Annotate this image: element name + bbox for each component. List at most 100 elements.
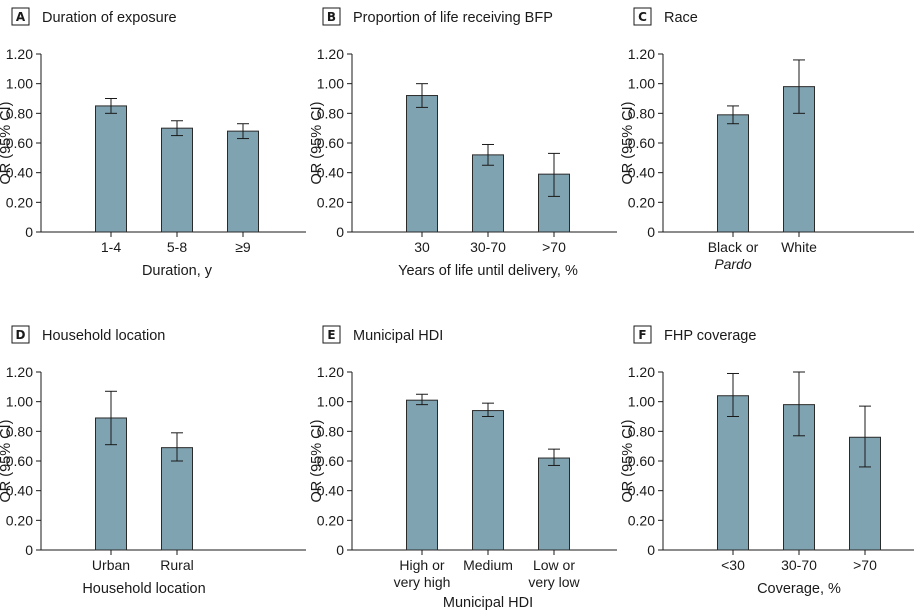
y-tick-label: 1.20	[628, 46, 655, 62]
bar	[472, 154, 504, 233]
y-tick-label: 0	[25, 542, 33, 558]
bar	[161, 447, 193, 551]
bar	[161, 127, 193, 233]
x-axis-label: Coverage, %	[757, 581, 841, 597]
y-axis-label: OR (95% CI)	[0, 102, 14, 185]
panel-letter: E	[327, 328, 335, 342]
y-tick-label: 1.20	[317, 364, 344, 380]
panel-letter-box	[322, 325, 341, 344]
y-tick-label: 0.60	[317, 135, 344, 151]
y-axis-label: OR (95% CI)	[309, 102, 325, 185]
y-tick-label: 0.40	[6, 483, 33, 499]
y-tick-label: 0.80	[6, 105, 33, 121]
x-axis-label: Municipal HDI	[443, 595, 533, 611]
y-tick-label: 0.80	[317, 105, 344, 121]
x-tick-label: very low	[528, 574, 580, 590]
y-tick-label: 0.20	[6, 194, 33, 210]
panel-letter-box	[322, 7, 341, 26]
panel-e: E Municipal HDI 0 0.20 0.40 0.60 0.80 1.00 1.20 O…	[309, 325, 617, 611]
x-tick-label: White	[781, 239, 817, 255]
y-tick-label: 1.00	[317, 394, 344, 410]
x-tick-label: Low or	[533, 557, 575, 573]
y-tick-label: 0.20	[628, 512, 655, 528]
y-tick-label: 0.60	[6, 135, 33, 151]
bar	[717, 395, 749, 551]
panel-title: Municipal HDI	[353, 328, 443, 344]
x-tick-label: 30-70	[470, 239, 506, 255]
y-tick-label: 1.20	[6, 364, 33, 380]
bar	[406, 95, 438, 233]
x-tick-label: Pardo	[714, 256, 752, 272]
y-tick-label: 0	[336, 224, 344, 240]
y-tick-label: 0.40	[317, 165, 344, 181]
panel-title: Duration of exposure	[42, 10, 177, 26]
panel-c: C Race 0 0.20 0.40 0.60 0.80 1.00 1.20 OR (95% CI…	[620, 7, 914, 272]
y-tick-label: 0.80	[317, 423, 344, 439]
panel-title: FHP coverage	[664, 328, 756, 344]
x-tick-label: >70	[542, 239, 566, 255]
x-tick-label: 30-70	[781, 557, 817, 573]
y-tick-label: 1.00	[6, 76, 33, 92]
y-tick-label: 0.80	[628, 105, 655, 121]
y-axis-label: OR (95% CI)	[620, 420, 636, 503]
panel-letter: D	[16, 328, 26, 342]
x-tick-label: 1-4	[101, 239, 121, 255]
panel-letter: C	[638, 10, 647, 24]
x-tick-label: ≥9	[235, 239, 251, 255]
y-tick-label: 0	[336, 542, 344, 558]
x-tick-label: very high	[394, 574, 451, 590]
bar	[538, 457, 570, 551]
panel-title: Race	[664, 10, 698, 26]
x-tick-label: 5-8	[167, 239, 187, 255]
x-tick-label: Rural	[160, 557, 193, 573]
panel-letter-box	[11, 7, 30, 26]
y-tick-label: 0.40	[628, 165, 655, 181]
panel-b: B Proportion of life receiving BFP 0 0.20 0.…	[309, 7, 617, 279]
y-tick-label: 1.20	[628, 364, 655, 380]
bar	[717, 114, 749, 233]
bar	[406, 399, 438, 551]
y-tick-label: 0.20	[6, 512, 33, 528]
y-tick-label: 0.20	[317, 194, 344, 210]
y-tick-label: 0.40	[317, 483, 344, 499]
y-tick-label: 1.20	[317, 46, 344, 62]
y-axis-label: OR (95% CI)	[620, 102, 636, 185]
y-tick-label: 0.80	[628, 423, 655, 439]
panel-title: Proportion of life receiving BFP	[353, 10, 553, 26]
bar	[472, 410, 504, 551]
panel-letter-box	[633, 325, 652, 344]
y-tick-label: 0	[647, 224, 655, 240]
x-tick-label: 30	[414, 239, 430, 255]
y-axis-label: OR (95% CI)	[0, 420, 14, 503]
y-tick-label: 0.20	[628, 194, 655, 210]
panel-f: F FHP coverage 0 0.20 0.40 0.60 0.80 1.00 1.20 OR…	[620, 325, 914, 597]
x-axis-label: Years of life until delivery, %	[398, 263, 578, 279]
x-tick-label: High or	[399, 557, 444, 573]
x-tick-label: <30	[721, 557, 745, 573]
y-tick-label: 0.40	[628, 483, 655, 499]
y-tick-label: 0	[25, 224, 33, 240]
panel-letter: A	[16, 10, 26, 24]
panel-letter: F	[638, 328, 646, 342]
y-tick-label: 0.80	[6, 423, 33, 439]
panel-d: D Household location 0 0.20 0.40 0.60 0.80 1.00…	[0, 325, 306, 597]
x-tick-label: >70	[853, 557, 877, 573]
bar	[95, 105, 127, 233]
y-axis-label: OR (95% CI)	[309, 420, 325, 503]
y-tick-label: 0.20	[317, 512, 344, 528]
y-tick-label: 1.00	[628, 394, 655, 410]
y-tick-label: 1.00	[628, 76, 655, 92]
y-tick-label: 1.00	[317, 76, 344, 92]
y-tick-label: 1.20	[6, 46, 33, 62]
y-tick-label: 0.40	[6, 165, 33, 181]
bar	[227, 130, 259, 233]
x-axis-label: Duration, y	[142, 263, 213, 279]
y-tick-label: 0	[647, 542, 655, 558]
x-tick-label: Urban	[92, 557, 130, 573]
bar	[538, 173, 570, 233]
panel-letter-box	[11, 325, 30, 344]
panel-title: Household location	[42, 328, 165, 344]
y-tick-label: 0.60	[628, 453, 655, 469]
panel-letter-box	[633, 7, 652, 26]
